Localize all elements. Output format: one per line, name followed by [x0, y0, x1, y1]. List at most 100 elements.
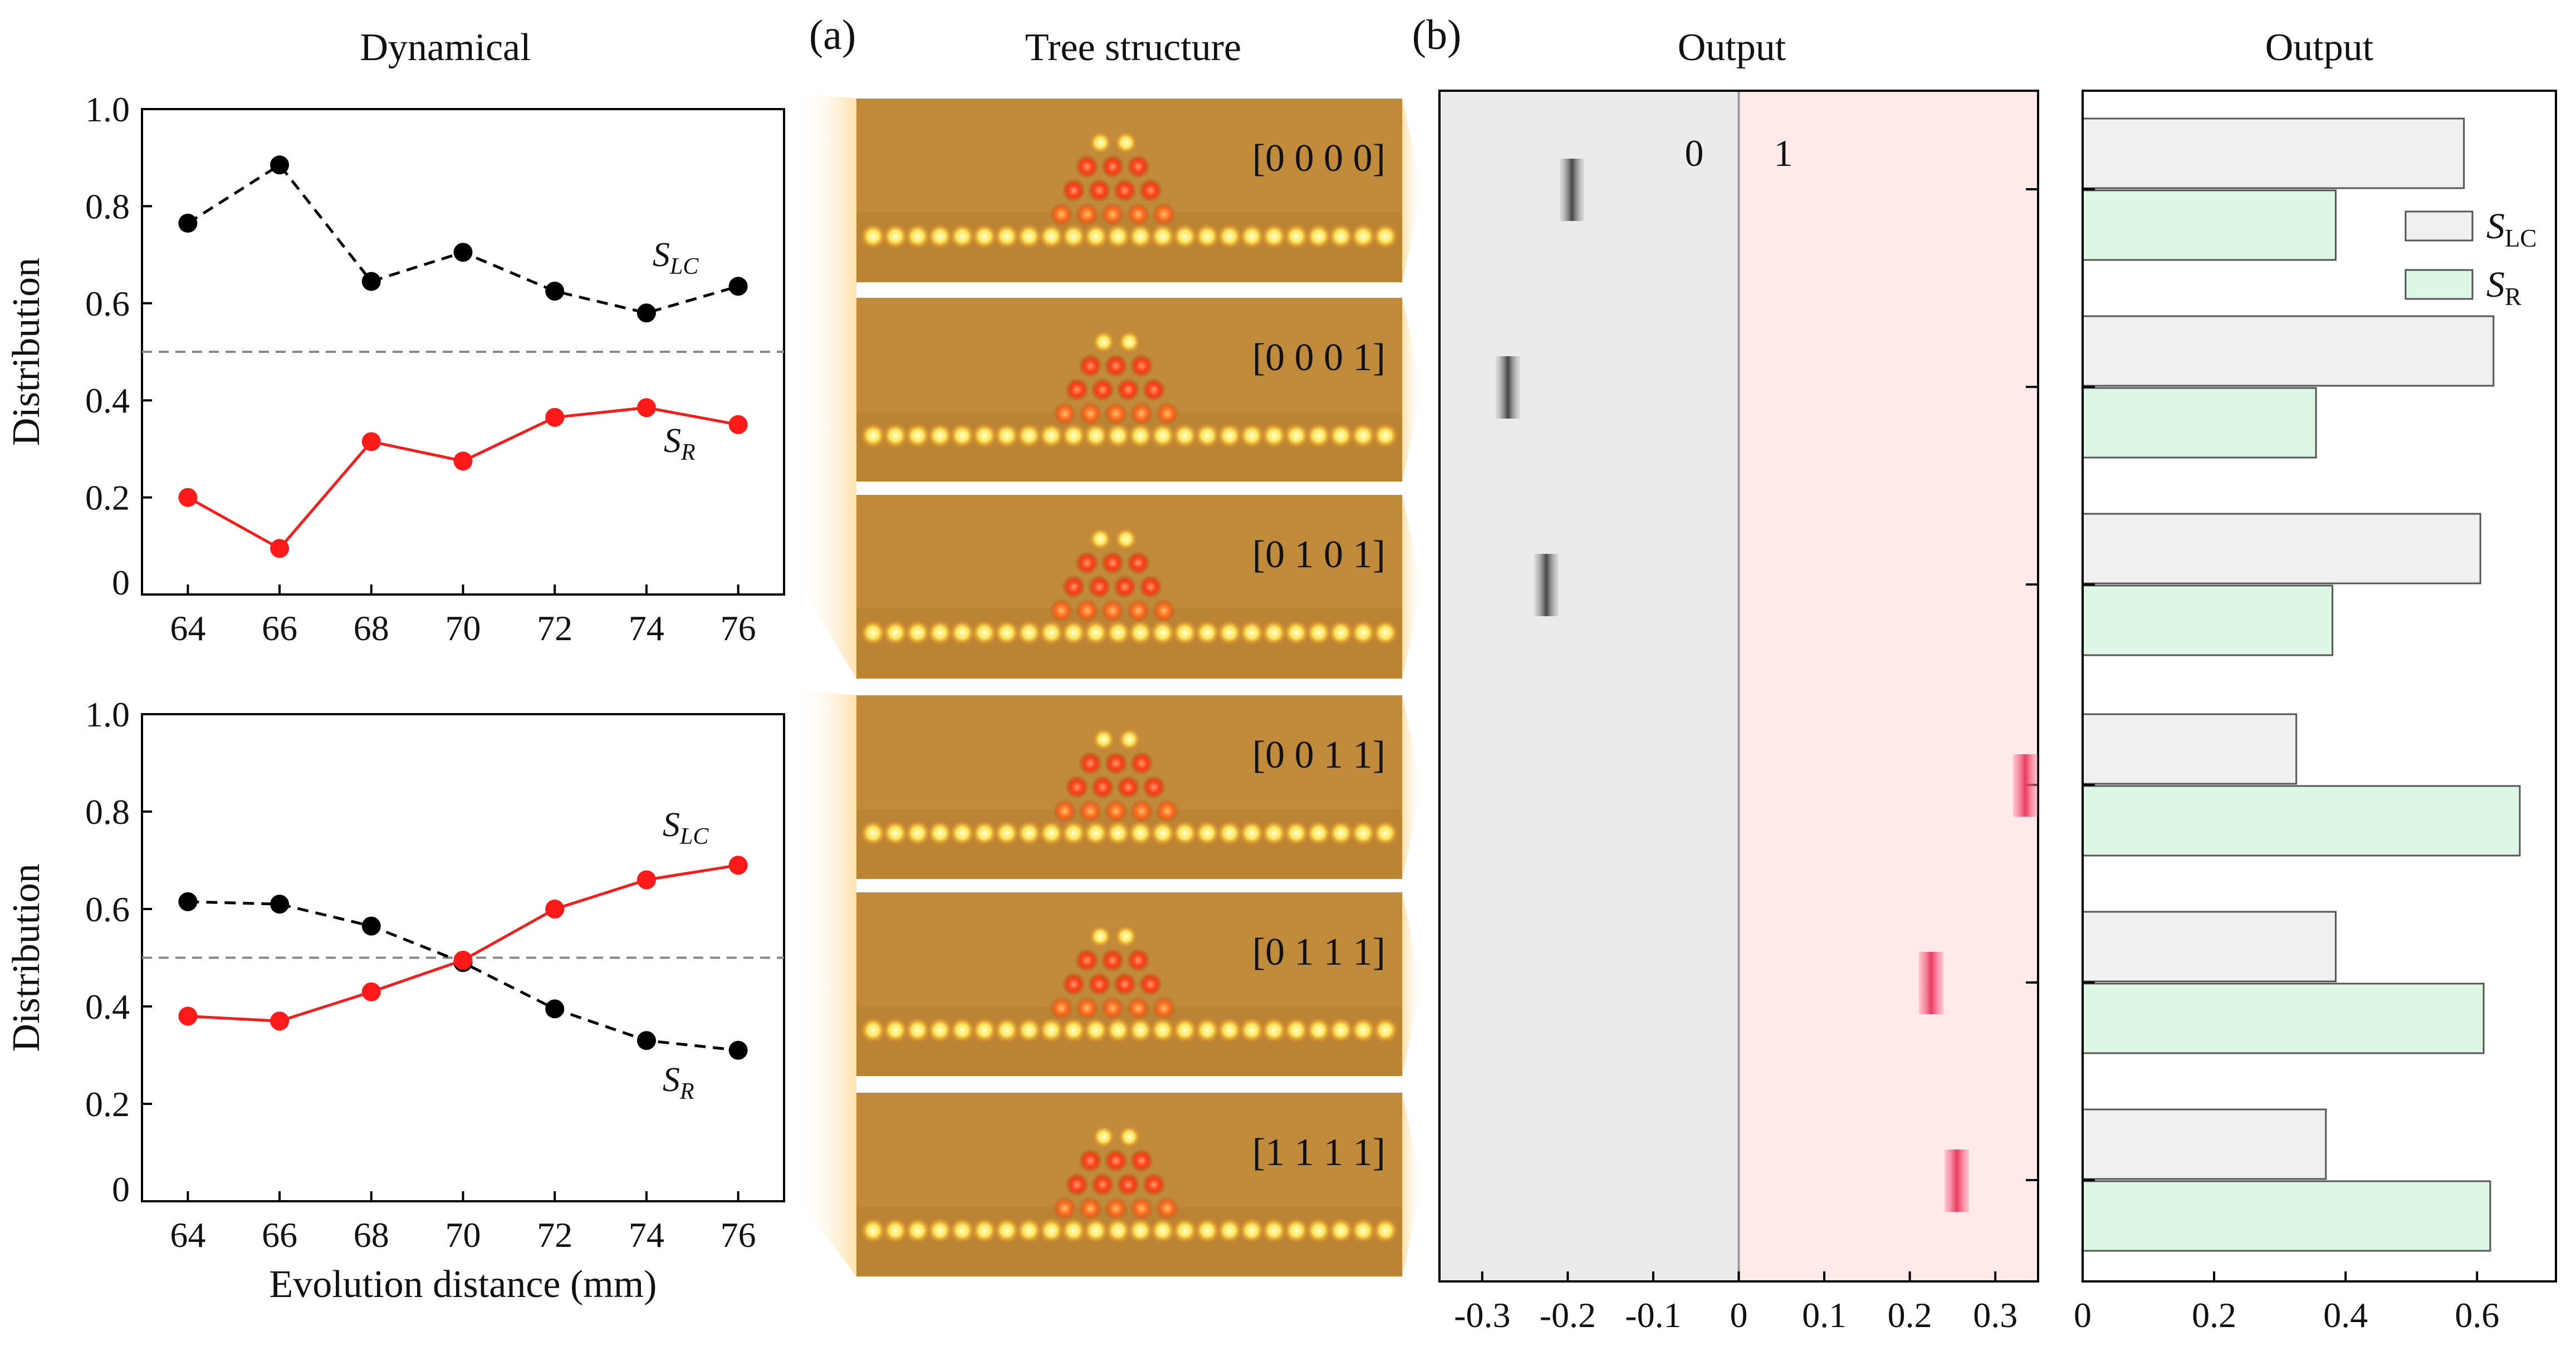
- tree-dot: [1127, 996, 1150, 1020]
- base-dot: [1194, 819, 1221, 847]
- base-dot: [949, 422, 976, 449]
- tree-dot: [1130, 354, 1153, 378]
- output-mark: [1945, 1149, 1970, 1212]
- tree-label: [0 1 0 1]: [1252, 533, 1385, 576]
- tree-dot: [1091, 378, 1114, 401]
- base-dot: [882, 223, 909, 250]
- tree-dot: [1101, 996, 1124, 1020]
- base-dot: [1038, 1217, 1065, 1244]
- tree-image: [0 0 0 1]: [856, 298, 1422, 482]
- base-dot: [882, 619, 909, 646]
- base-dot: [1105, 422, 1132, 449]
- glow-right: [1402, 892, 1422, 1076]
- base-dot: [1372, 422, 1399, 449]
- base-dot: [1194, 223, 1221, 250]
- x-tick-label: 68: [354, 608, 389, 648]
- base-dot: [949, 223, 976, 250]
- glow-right: [1402, 99, 1422, 282]
- y-tick-label: 0.4: [85, 381, 130, 420]
- base-dot: [993, 422, 1020, 449]
- base-dot: [971, 1016, 998, 1044]
- tree-dot: [1088, 179, 1111, 202]
- tree-label: [1 1 1 1]: [1252, 1131, 1385, 1174]
- x-tick-label: 74: [629, 1215, 664, 1255]
- x-tick-label: 0.3: [1973, 1295, 2017, 1335]
- bar-sr: [2082, 387, 2317, 459]
- tree-dot: [1075, 155, 1099, 179]
- base-dot: [1216, 1217, 1243, 1244]
- tree-dot: [1062, 179, 1085, 202]
- base-dot: [1238, 422, 1265, 449]
- dynamical-title: Dynamical: [360, 26, 531, 69]
- tree-dot: [1091, 1173, 1114, 1196]
- data-point: [270, 155, 290, 175]
- base-dot: [1372, 619, 1399, 646]
- base-dot: [1083, 1016, 1109, 1044]
- base-dot: [1105, 619, 1132, 646]
- base-dot: [993, 223, 1020, 250]
- series-line: [188, 900, 738, 1052]
- tree-image: [0 0 1 1]: [856, 695, 1422, 879]
- base-dot: [1238, 1217, 1265, 1244]
- tree-dot: [1139, 179, 1162, 202]
- base-dot: [1216, 223, 1243, 250]
- base-dot: [1261, 819, 1287, 847]
- x-tick-label: 0: [2074, 1295, 2092, 1335]
- data-point: [545, 282, 565, 301]
- base-dot: [860, 619, 887, 646]
- y-tick-label: 0: [112, 1170, 130, 1209]
- panel-b-label: (b): [1412, 12, 1462, 58]
- bar-slc: [2082, 713, 2298, 785]
- base-dot: [1149, 223, 1176, 250]
- base-dot: [1350, 1217, 1377, 1244]
- y-tick-label: 0.6: [85, 284, 130, 323]
- tree-dot: [1155, 401, 1179, 425]
- tree-dot: [1053, 401, 1076, 425]
- base-dot: [1194, 422, 1221, 449]
- base-dot: [1238, 819, 1265, 847]
- base-dot: [860, 422, 887, 449]
- tree-label: [0 0 1 1]: [1252, 734, 1385, 777]
- tree-dot: [1152, 202, 1176, 226]
- x-tick-label: 0.1: [1802, 1295, 1847, 1335]
- tree-dot: [1118, 1125, 1141, 1149]
- data-point: [361, 982, 381, 1001]
- base-dot: [1216, 422, 1243, 449]
- x-tick-label: -0.1: [1625, 1295, 1681, 1335]
- base-dot: [1350, 422, 1377, 449]
- data-point: [178, 892, 198, 911]
- bar-sr: [2082, 982, 2485, 1054]
- base-dot: [993, 819, 1020, 847]
- x-tick-label: 66: [262, 608, 297, 648]
- base-dot: [949, 619, 976, 646]
- bar-slc: [2082, 315, 2495, 387]
- output-bar-title: Output: [2265, 26, 2374, 69]
- legend-swatch-slc: [2404, 210, 2474, 242]
- tree-dot: [1104, 401, 1128, 425]
- legend-label-slc: SLC: [2486, 206, 2537, 252]
- base-dot: [1350, 619, 1377, 646]
- data-point: [453, 451, 473, 471]
- x-tick-label: 72: [537, 1215, 572, 1255]
- y-tick-label: 0.4: [85, 987, 130, 1026]
- data-point: [178, 1006, 198, 1026]
- output-mark: [1534, 554, 1559, 616]
- tree-dot: [1079, 1196, 1102, 1220]
- region-label-zero: 0: [1685, 132, 1704, 174]
- y-tick-label: 0.8: [85, 186, 130, 226]
- tree-dot: [1104, 1149, 1128, 1173]
- data-point: [728, 277, 748, 296]
- bar-slc: [2082, 117, 2465, 189]
- tree-dot: [1130, 1196, 1153, 1220]
- base-dot: [1038, 1016, 1065, 1044]
- base-dot: [1216, 619, 1243, 646]
- base-dot: [1083, 1217, 1109, 1244]
- base-dot: [1261, 1016, 1287, 1044]
- tree-dot: [1075, 996, 1099, 1020]
- tree-dot: [1130, 751, 1153, 775]
- base-dot: [882, 1217, 909, 1244]
- base-dot: [1283, 223, 1310, 250]
- tree-dot: [1116, 1173, 1140, 1196]
- base-dot: [1105, 1016, 1132, 1044]
- data-point: [361, 272, 381, 291]
